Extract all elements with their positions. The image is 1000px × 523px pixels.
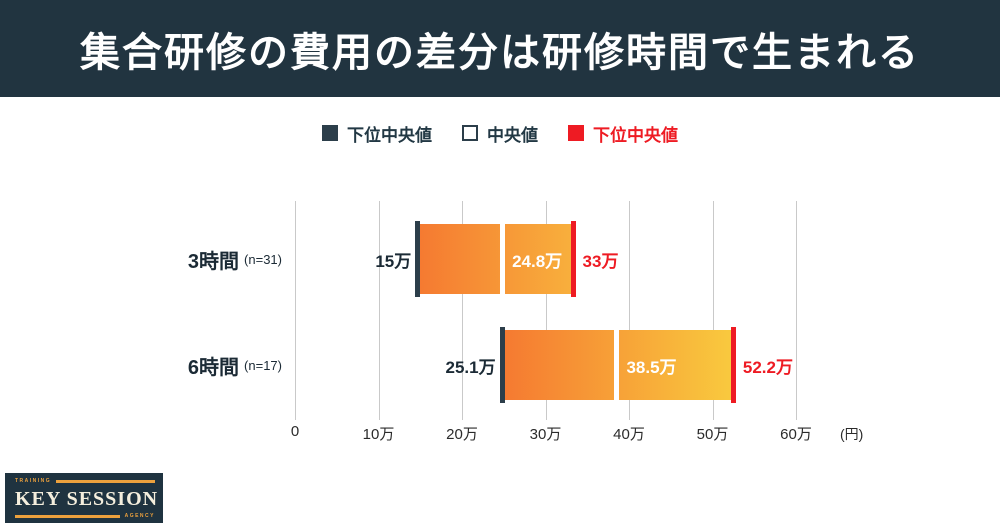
category-name: 6時間 xyxy=(187,356,240,379)
legend-item-upper-median: 下位中央値 xyxy=(568,121,678,146)
x-axis-tick-label: 50万 xyxy=(696,426,729,443)
logo-name: KEY SESSION xyxy=(15,487,159,510)
logo-bottom-bar xyxy=(15,514,120,518)
axis-unit-label: (円) xyxy=(840,426,864,442)
median-divider xyxy=(500,224,506,294)
x-axis-tick-label: 20万 xyxy=(446,426,478,443)
legend-item-lower-median: 下位中央値 xyxy=(322,121,432,146)
upper-median-value: 33万 xyxy=(582,251,619,271)
lower-median-tick xyxy=(415,221,421,297)
range-bar xyxy=(420,224,571,294)
logo-agency-text: AGENCY xyxy=(124,513,155,519)
legend-label: 下位中央値 xyxy=(593,125,678,145)
logo-bottom-row: AGENCY xyxy=(15,513,155,519)
lower-median-value: 25.1万 xyxy=(445,357,496,377)
legend: 下位中央値 中央値 下位中央値 xyxy=(0,120,1000,146)
legend-label: 中央値 xyxy=(487,125,538,145)
gridline xyxy=(462,201,463,420)
title-banner: 集合研修の費用の差分は研修時間で生まれる xyxy=(0,0,1000,97)
gridline xyxy=(629,201,630,420)
median-swatch-icon xyxy=(462,125,478,141)
lower-median-swatch-icon xyxy=(322,125,338,141)
legend-item-median: 中央値 xyxy=(462,121,538,146)
upper-median-tick xyxy=(570,221,576,297)
x-axis-tick-label: 10万 xyxy=(362,426,395,443)
logo-top-row: TRAINING xyxy=(15,478,155,484)
legend-label: 下位中央値 xyxy=(347,125,432,145)
lower-median-value: 15万 xyxy=(375,251,412,271)
median-value: 24.8万 xyxy=(512,251,563,271)
key-session-logo: TRAINING KEY SESSION AGENCY xyxy=(5,473,163,523)
gridline xyxy=(295,201,296,420)
gridline xyxy=(378,201,380,420)
upper-median-value: 52.2万 xyxy=(742,357,793,377)
x-axis-tick-label: 60万 xyxy=(780,426,812,443)
row-category-label: 6時間 (n=17) xyxy=(90,330,282,400)
gridline xyxy=(796,201,797,420)
upper-median-swatch-icon xyxy=(568,125,584,141)
sample-size-label: (n=17) xyxy=(244,357,282,373)
median-divider xyxy=(614,330,620,400)
category-name: 3時間 xyxy=(187,250,240,273)
x-axis-tick-label: 0 xyxy=(290,423,300,440)
sample-size-label: (n=31) xyxy=(244,251,282,267)
logo-training-text: TRAINING xyxy=(15,478,52,484)
row-category-label: 3時間 (n=31) xyxy=(90,224,282,294)
x-axis-tick-label: 40万 xyxy=(613,426,645,443)
logo-top-bar xyxy=(56,479,155,483)
median-value: 38.5万 xyxy=(626,357,677,377)
x-axis-tick-label: 30万 xyxy=(529,426,562,443)
lower-median-tick xyxy=(499,327,505,403)
page-title: 集合研修の費用の差分は研修時間で生まれる xyxy=(80,30,920,75)
upper-median-tick xyxy=(730,327,736,403)
gridline xyxy=(712,201,714,420)
gridline xyxy=(545,201,547,420)
